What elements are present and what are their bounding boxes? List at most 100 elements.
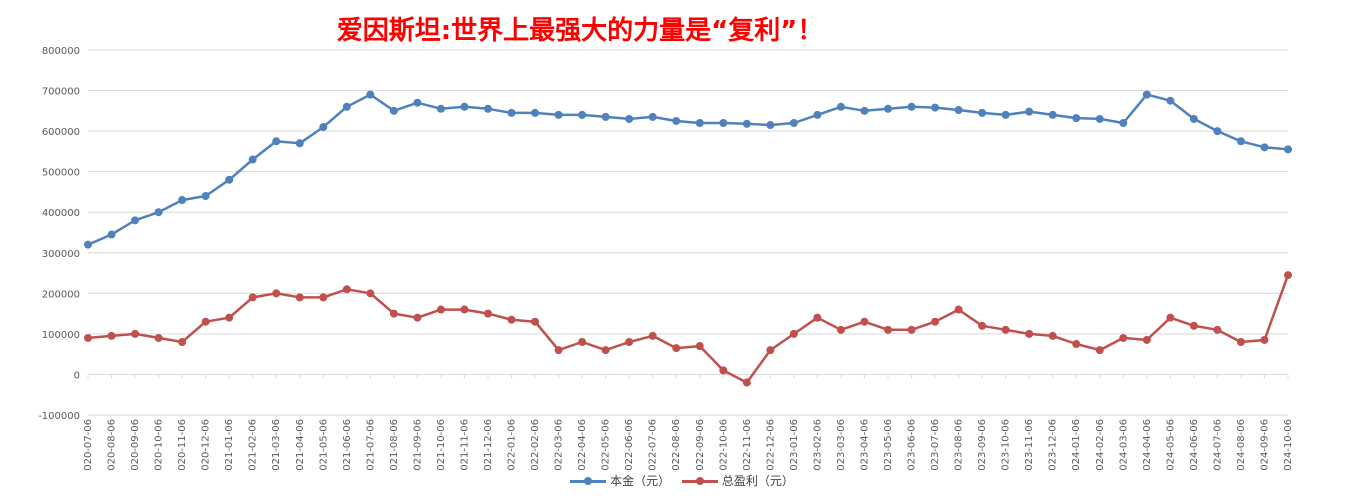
legend-marker-profit [681,476,718,486]
data-point-principal [860,106,869,115]
x-tick-label: 2023-10-06 [1001,419,1012,470]
data-point-principal [1236,137,1245,146]
x-tick-label: 2020-12-06 [201,419,212,470]
x-tick-label: 2021-04-06 [295,419,306,470]
data-point-principal [84,240,92,249]
legend-label-principal: 本金（元） [610,474,671,488]
data-point-profit [342,285,351,294]
data-point-principal [225,175,234,184]
x-tick-label: 2024-10-06 [1283,419,1294,470]
data-point-profit [1213,325,1222,334]
data-point-principal [1213,127,1222,136]
data-point-profit [84,333,92,342]
data-point-principal [836,102,845,111]
data-point-principal [1001,110,1010,119]
data-point-principal [813,110,822,119]
data-point-profit [295,293,304,302]
series-line-profit [87,274,1290,384]
x-tick-label: 2020-07-06 [83,419,94,470]
legend-marker-principal [570,476,607,486]
x-tick-label: 2022-11-06 [742,419,753,470]
x-tick-label: 2021-12-06 [483,419,494,470]
data-point-principal [107,230,116,239]
y-tick-label: 600000 [42,127,80,138]
data-point-principal [1025,107,1034,116]
x-tick-label: 2024-04-06 [1142,419,1153,470]
x-tick-label: 2023-09-06 [977,419,988,470]
data-point-principal [672,116,681,125]
data-point-principal [531,108,540,117]
y-tick-label: 400000 [42,208,80,219]
x-tick-label: 2020-10-06 [154,419,165,470]
data-point-profit [625,338,634,346]
data-point-profit [884,325,892,334]
data-point-principal [978,108,987,117]
data-point-principal [554,110,563,119]
x-tick-label: 2022-07-06 [648,419,659,470]
x-tick-label: 2023-11-06 [1024,419,1035,470]
data-point-principal [1189,114,1198,123]
x-tick-label: 2024-05-06 [1165,419,1176,470]
x-tick-label: 2024-06-06 [1189,419,1200,470]
legend-label-profit: 总盈利（元） [721,474,794,488]
x-tick-label: 2022-02-06 [530,419,541,470]
x-tick-label: 2022-03-06 [554,419,565,470]
data-point-principal [789,119,798,127]
data-point-profit [554,346,563,355]
data-point-profit [248,293,257,302]
data-point-principal [366,90,375,99]
data-point-principal [295,139,304,148]
data-point-profit [907,325,916,334]
data-point-profit [1236,338,1245,346]
x-tick-label: 2023-05-06 [883,419,894,470]
x-tick-label: 2021-02-06 [248,419,259,470]
x-tick-label: 2022-01-06 [507,419,518,470]
data-point-principal [1284,145,1292,154]
x-tick-label: 2023-06-06 [907,419,918,470]
y-tick-label: 0 [74,370,80,381]
x-tick-label: 2021-01-06 [224,419,235,470]
data-point-profit [1025,329,1034,338]
y-tick-label: 500000 [42,168,80,179]
legend-item-profit[interactable]: 总盈利（元） [681,472,794,489]
data-point-profit [978,321,987,330]
data-point-principal [154,208,163,217]
y-tick-label: 700000 [42,87,80,98]
data-point-principal [648,112,657,121]
data-point-principal [460,102,469,111]
data-point-profit [578,338,587,346]
data-point-profit [601,346,610,355]
data-point-principal [319,123,328,132]
data-point-profit [1189,321,1198,330]
data-point-profit [131,329,140,338]
data-point-profit [154,333,163,342]
data-point-principal [131,216,140,225]
data-point-profit [1119,333,1128,342]
data-point-principal [954,106,963,115]
data-point-principal [1072,114,1081,123]
data-point-profit [1166,313,1175,322]
data-point-profit [813,313,822,322]
x-tick-label: 2022-04-06 [577,419,588,470]
data-point-profit [836,325,845,334]
data-point-principal [248,155,257,164]
legend-item-principal[interactable]: 本金（元） [570,472,670,489]
data-point-profit [389,309,398,318]
data-point-profit [366,289,375,298]
x-tick-label: 2020-11-06 [177,419,188,470]
data-point-principal [178,196,187,205]
x-tick-label: 2022-05-06 [601,419,612,470]
y-tick-label: -100000 [38,411,80,422]
data-point-principal [907,102,916,111]
data-point-principal [601,112,610,121]
x-tick-label: 2021-09-06 [412,419,423,470]
x-tick-label: 2022-08-06 [671,419,682,470]
data-point-profit [695,342,704,351]
data-point-profit [484,309,492,318]
x-tick-label: 2023-02-06 [812,419,823,470]
data-point-principal [931,103,940,112]
data-point-principal [484,104,492,113]
x-tick-label: 2024-09-06 [1259,419,1270,470]
x-tick-label: 2022-10-06 [718,419,729,470]
data-point-principal [1048,110,1057,119]
